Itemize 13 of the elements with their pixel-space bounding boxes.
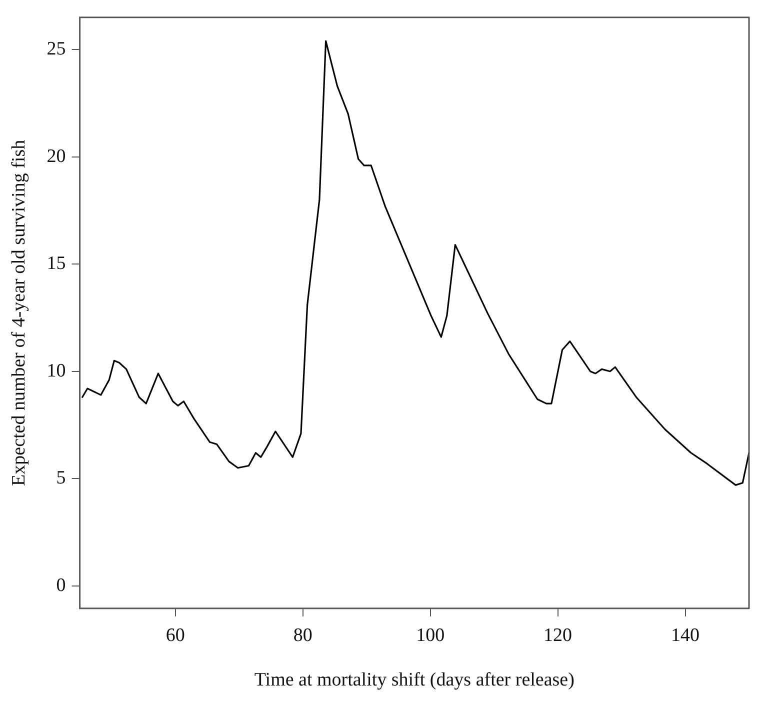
y-tick-label: 25 (46, 38, 66, 60)
x-tick-label: 120 (544, 624, 572, 646)
y-tick-label: 10 (46, 360, 66, 382)
y-axis-title: Expected number of 4-year old surviving fish (8, 139, 30, 486)
x-tick-label: 100 (416, 624, 445, 646)
y-tick-label: 15 (46, 253, 66, 274)
x-axis-title: Time at mortality shift (days after release) (254, 670, 574, 691)
x-tick-label: 60 (166, 624, 185, 646)
y-tick-label: 5 (56, 468, 66, 489)
x-tick-label: 140 (671, 624, 700, 646)
x-tick-label: 80 (293, 624, 312, 646)
y-tick-label: 20 (46, 146, 66, 167)
y-tick-label: 0 (56, 574, 66, 596)
